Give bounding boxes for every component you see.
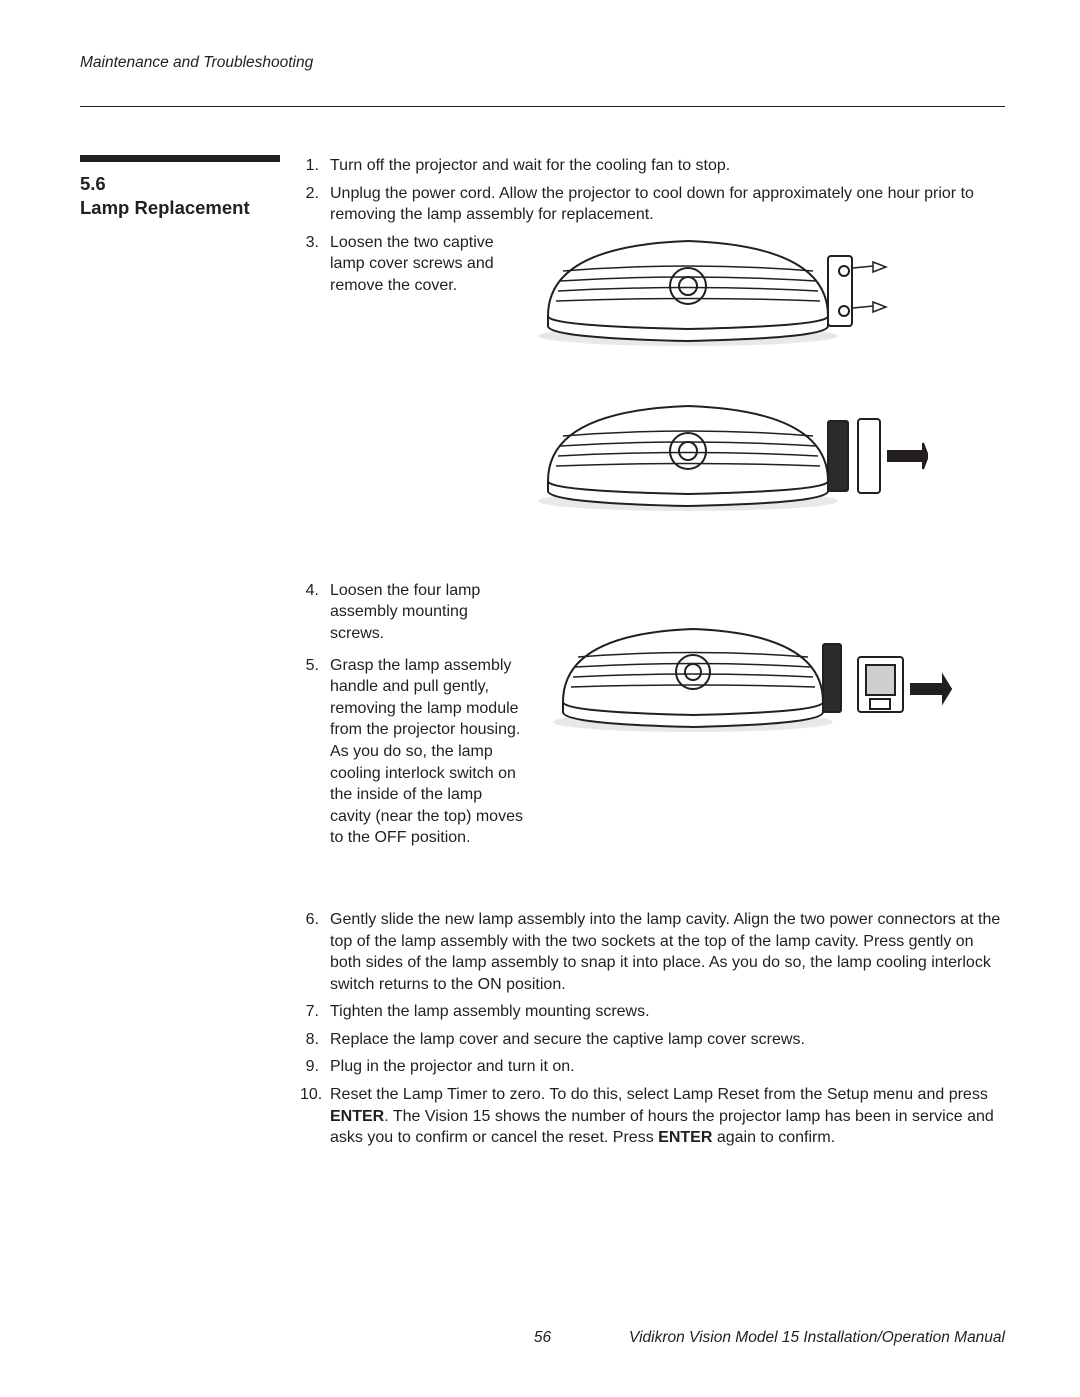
step-3-row: 3. Loosen the two captive lamp cover scr… [300, 232, 1005, 516]
step-number: 3. [300, 232, 330, 297]
step-2: 2. Unplug the power cord. Allow the proj… [300, 183, 1005, 226]
step-6: 6. Gently slide the new lamp assembly in… [300, 909, 1005, 995]
enter-key: ENTER [330, 1108, 384, 1125]
step-4-5-row: 4. Loosen the four lamp assembly mountin… [300, 580, 1005, 855]
step-number: 8. [300, 1029, 330, 1051]
step-text: Gently slide the new lamp assembly into … [330, 909, 1005, 995]
projector-closed-illustration [528, 226, 888, 351]
projector-lamp-removed-illustration [543, 612, 953, 762]
step-number: 2. [300, 183, 330, 226]
step-9: 9. Plug in the projector and turn it on. [300, 1056, 1005, 1078]
step-text: Unplug the power cord. Allow the project… [330, 183, 1005, 226]
step-text: Grasp the lamp assembly handle and pull … [330, 655, 525, 849]
step-text: Loosen the four lamp assembly mounting s… [330, 580, 525, 645]
step-number: 9. [300, 1056, 330, 1078]
projector-cover-removed-illustration [528, 391, 928, 516]
step-1: 1. Turn off the projector and wait for t… [300, 155, 1005, 177]
step-number: 7. [300, 1001, 330, 1023]
step-text-part: again to confirm. [712, 1129, 835, 1146]
step-text: Replace the lamp cover and secure the ca… [330, 1029, 1005, 1051]
content-columns: 5.6 Lamp Replacement 1. Turn off the pro… [80, 155, 1005, 1155]
enter-key: ENTER [658, 1129, 712, 1146]
step-number: 1. [300, 155, 330, 177]
step-text-part: Reset the Lamp Timer to zero. To do this… [330, 1086, 988, 1103]
header-rule [80, 106, 1005, 107]
step-text: Loosen the two captive lamp cover screws… [330, 232, 510, 297]
body-column: 1. Turn off the projector and wait for t… [300, 155, 1005, 1155]
section-title: Lamp Replacement [80, 196, 280, 220]
page-footer: 56 Vidikron Vision Model 15 Installation… [80, 1329, 1005, 1347]
step-number: 4. [300, 580, 330, 645]
step-text: Reset the Lamp Timer to zero. To do this… [330, 1084, 1005, 1149]
step-10: 10. Reset the Lamp Timer to zero. To do … [300, 1084, 1005, 1149]
step-text: Turn off the projector and wait for the … [330, 155, 1005, 177]
step-8: 8. Replace the lamp cover and secure the… [300, 1029, 1005, 1051]
step-text: Tighten the lamp assembly mounting screw… [330, 1001, 1005, 1023]
step-number: 6. [300, 909, 330, 995]
section-bar [80, 155, 280, 162]
step-3: 3. Loosen the two captive lamp cover scr… [300, 232, 510, 297]
illustration-stack-1 [528, 226, 928, 516]
page-number: 56 [534, 1329, 551, 1347]
step-4: 4. Loosen the four lamp assembly mountin… [300, 580, 525, 645]
step-text: Plug in the projector and turn it on. [330, 1056, 1005, 1078]
margin-column: 5.6 Lamp Replacement [80, 155, 280, 1155]
running-header: Maintenance and Troubleshooting [80, 54, 1005, 72]
footer-doc-title: Vidikron Vision Model 15 Installation/Op… [629, 1329, 1005, 1347]
step-number: 10. [300, 1084, 330, 1149]
step-5: 5. Grasp the lamp assembly handle and pu… [300, 655, 525, 849]
section-number: 5.6 [80, 172, 280, 196]
document-page: Maintenance and Troubleshooting 5.6 Lamp… [0, 0, 1080, 1397]
step-7: 7. Tighten the lamp assembly mounting sc… [300, 1001, 1005, 1023]
step-number: 5. [300, 655, 330, 849]
